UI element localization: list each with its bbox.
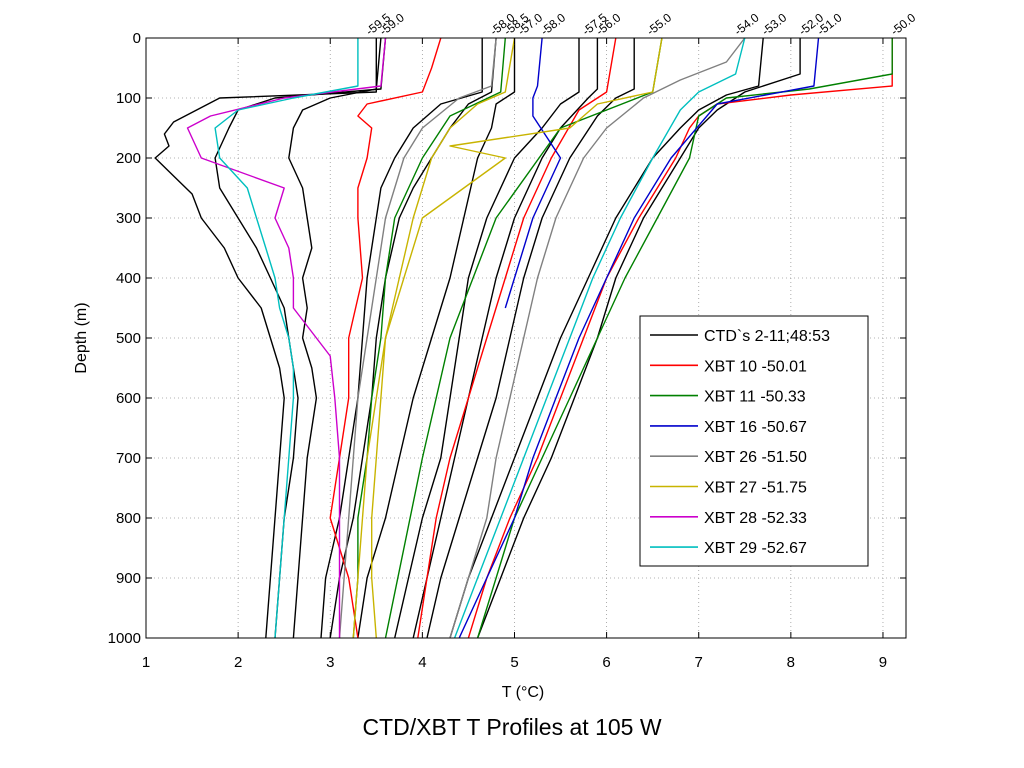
y-tick-label: 600	[116, 390, 141, 407]
legend-entry: XBT 29 -52.67	[704, 540, 807, 557]
series-line-0-profile-7	[412, 38, 599, 638]
series-line-0-profile-6	[394, 38, 580, 638]
y-tick-label: 0	[133, 30, 141, 47]
series-line-0-profile-10	[476, 38, 801, 638]
x-tick-label: 6	[602, 654, 610, 671]
legend-entry: XBT 11 -50.33	[704, 389, 806, 406]
series-line-4-profile-1	[338, 38, 497, 638]
x-tick-label: 7	[695, 654, 703, 671]
series-line-0-profile-5	[357, 38, 516, 638]
y-tick-label: 100	[116, 90, 141, 107]
y-tick-label: 200	[116, 150, 141, 167]
series-line-0-profile-8	[426, 38, 635, 638]
series-line-0-profile-2	[288, 38, 382, 638]
series-line-4-profile-0	[449, 38, 746, 638]
series-line-5-profile-0	[352, 38, 663, 638]
legend-entry: XBT 27 -51.75	[704, 480, 807, 497]
legend-box	[639, 315, 869, 567]
series-line-1-profile-1	[329, 38, 442, 638]
series-line-6-profile-0	[186, 38, 387, 638]
series-line-0-profile-0	[154, 38, 377, 638]
y-tick-label: 900	[116, 570, 141, 587]
series-line-2-profile-1	[352, 38, 506, 638]
axis-ticks: 1 2 3 4 5 6 7 8 9 0 100 200 300 400 500 600 700 800 900 100…	[108, 30, 906, 671]
figure-caption: CTD/XBT T Profiles at 105 W	[362, 714, 662, 740]
series-line-7-profile-1	[453, 38, 746, 638]
x-tick-label: 1	[142, 654, 150, 671]
legend-entry: XBT 10 -50.01	[704, 358, 807, 375]
legend-entry: XBT 26 -51.50	[704, 449, 807, 466]
y-tick-label: 300	[116, 210, 141, 227]
series-line-5-profile-1	[371, 38, 516, 638]
series-line-1-profile-2	[417, 38, 617, 638]
x-tick-label: 2	[234, 654, 242, 671]
y-axis-label: Depth (m)	[73, 302, 90, 373]
series-line-3-profile-0	[458, 38, 820, 638]
y-tick-label: 1000	[108, 630, 141, 647]
y-tick-label: 500	[116, 330, 141, 347]
legend-entry: XBT 16 -50.67	[704, 419, 807, 436]
x-axis-label: T (°C)	[502, 684, 545, 701]
legend: CTD`s 2-11;48:53 XBT 10 -50.01 XBT 11 -50.…	[639, 315, 869, 567]
series-line-0-profile-9	[449, 38, 764, 638]
y-tick-label: 400	[116, 270, 141, 287]
series-lines	[154, 38, 893, 638]
series-line-7-profile-0	[214, 38, 359, 638]
x-tick-label: 5	[510, 654, 518, 671]
x-tick-label: 4	[418, 654, 426, 671]
legend-entry: XBT 28 -52.33	[704, 510, 807, 527]
series-line-3-profile-1	[504, 38, 562, 309]
legend-entry: CTD`s 2-11;48:53	[704, 328, 830, 345]
x-tick-label: 9	[879, 654, 887, 671]
y-tick-label: 800	[116, 510, 141, 527]
y-tick-label: 700	[116, 450, 141, 467]
x-tick-label: 3	[326, 654, 334, 671]
series-line-2-profile-0	[476, 38, 893, 638]
x-tick-label: 8	[787, 654, 795, 671]
series-line-0-profile-3	[320, 38, 483, 638]
